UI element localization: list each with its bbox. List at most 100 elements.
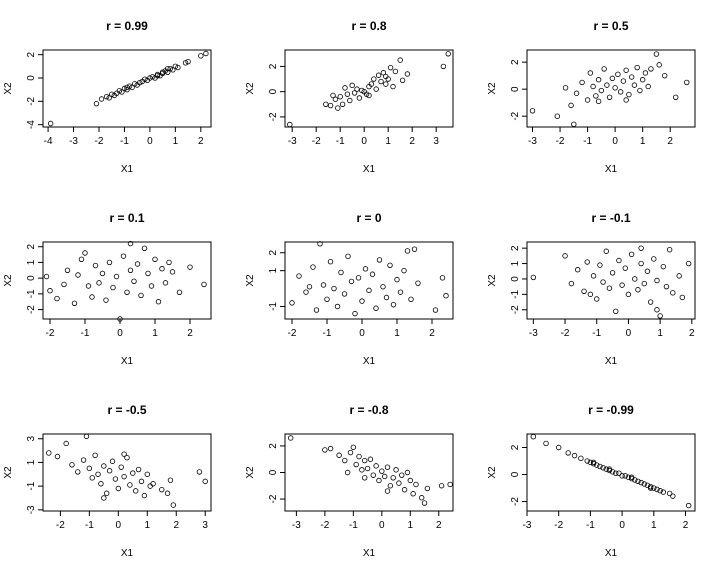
- data-point: [666, 246, 673, 253]
- x-tick-label: -1: [586, 520, 595, 531]
- data-point: [656, 62, 662, 68]
- data-point: [609, 75, 616, 82]
- y-tick-label: -2: [26, 96, 37, 105]
- data-point: [182, 60, 189, 66]
- data-point: [364, 465, 371, 472]
- data-point: [78, 256, 85, 262]
- data-point: [530, 434, 537, 440]
- x-tick-label: -3: [523, 520, 532, 531]
- data-point: [604, 82, 610, 88]
- data-point: [555, 444, 562, 451]
- data-point: [332, 96, 339, 102]
- data-point: [349, 82, 355, 89]
- x-tick-label: -2: [46, 328, 55, 339]
- data-point: [609, 469, 616, 475]
- y-tick-label: 2: [26, 51, 37, 57]
- data-point: [387, 483, 394, 489]
- data-point: [118, 464, 124, 470]
- data-point: [342, 85, 348, 91]
- data-point: [323, 101, 329, 107]
- x-tick-label: 1: [408, 520, 414, 531]
- data-point: [61, 281, 67, 288]
- data-point: [145, 270, 151, 277]
- data-point: [141, 245, 148, 251]
- y-tick-label: 0: [510, 276, 521, 282]
- data-point: [568, 280, 575, 287]
- data-point: [141, 492, 148, 499]
- data-point: [367, 456, 374, 462]
- data-point: [645, 83, 651, 90]
- data-point: [373, 463, 379, 469]
- data-point: [600, 279, 606, 285]
- y-tick-label: 2: [268, 443, 279, 449]
- data-point: [554, 113, 560, 119]
- data-point: [101, 463, 107, 469]
- data-point: [371, 76, 377, 82]
- y-tick-label: 2: [268, 63, 279, 69]
- x-tick-label: -2: [554, 520, 563, 531]
- data-point: [642, 70, 649, 76]
- data-point: [421, 500, 428, 506]
- data-point: [353, 461, 359, 468]
- data-point: [647, 485, 654, 491]
- data-point: [356, 95, 363, 101]
- y-tick-label: 0: [26, 275, 37, 281]
- chart-title: r = -0.5: [107, 403, 146, 417]
- data-point: [660, 263, 667, 270]
- data-point: [327, 102, 334, 109]
- x-tick-label: -3: [292, 520, 301, 531]
- data-point: [135, 466, 142, 473]
- data-point: [130, 470, 136, 476]
- data-point: [634, 64, 640, 71]
- x-tick-label: -2: [556, 136, 565, 147]
- data-point: [310, 264, 316, 270]
- data-point: [616, 257, 622, 264]
- data-point: [46, 450, 52, 456]
- data-point: [124, 454, 130, 461]
- data-point: [95, 471, 101, 477]
- x-tick-label: 1: [144, 520, 150, 531]
- data-point: [401, 267, 407, 274]
- chart-title: r = 0.99: [106, 19, 148, 33]
- data-point: [606, 466, 613, 472]
- x-tick-label: -3: [288, 136, 297, 147]
- data-point: [644, 482, 651, 489]
- data-point: [366, 92, 372, 99]
- data-point: [83, 433, 90, 440]
- y-tick-label: -4: [26, 120, 37, 129]
- data-point: [413, 481, 419, 488]
- data-point: [628, 474, 635, 480]
- data-point: [641, 481, 647, 487]
- data-point: [138, 478, 145, 485]
- plot-frame: [526, 49, 696, 128]
- data-point: [660, 489, 667, 495]
- plot-frame: [42, 49, 212, 128]
- data-point: [112, 476, 119, 482]
- data-point: [296, 273, 302, 279]
- data-point: [120, 253, 127, 259]
- data-point: [132, 488, 139, 494]
- data-point: [359, 467, 365, 473]
- data-point: [647, 299, 654, 305]
- data-point: [651, 256, 657, 262]
- x-tick-label: 1: [152, 328, 158, 339]
- data-point: [615, 71, 621, 78]
- data-point: [613, 308, 619, 314]
- data-point: [47, 120, 54, 127]
- scatter-panel-2: r = 0.8 -3 -2 -1 0 1 2 3 -2 0 2 X1 X2: [245, 19, 454, 175]
- x-tick-label: -2: [288, 328, 297, 339]
- data-point: [380, 70, 387, 76]
- x-axis-label: X1: [363, 356, 376, 367]
- x-axis-label: X1: [605, 356, 618, 367]
- x-tick-label: -1: [349, 520, 358, 531]
- data-point: [625, 291, 632, 298]
- data-point: [82, 250, 88, 256]
- x-tick-label: -2: [561, 328, 570, 339]
- data-point: [152, 256, 158, 262]
- data-point: [144, 471, 150, 477]
- y-tick-label: 1: [26, 259, 37, 265]
- data-point: [54, 295, 60, 302]
- data-point: [342, 457, 348, 464]
- data-point: [410, 491, 416, 497]
- x-axis-label: X1: [605, 164, 618, 175]
